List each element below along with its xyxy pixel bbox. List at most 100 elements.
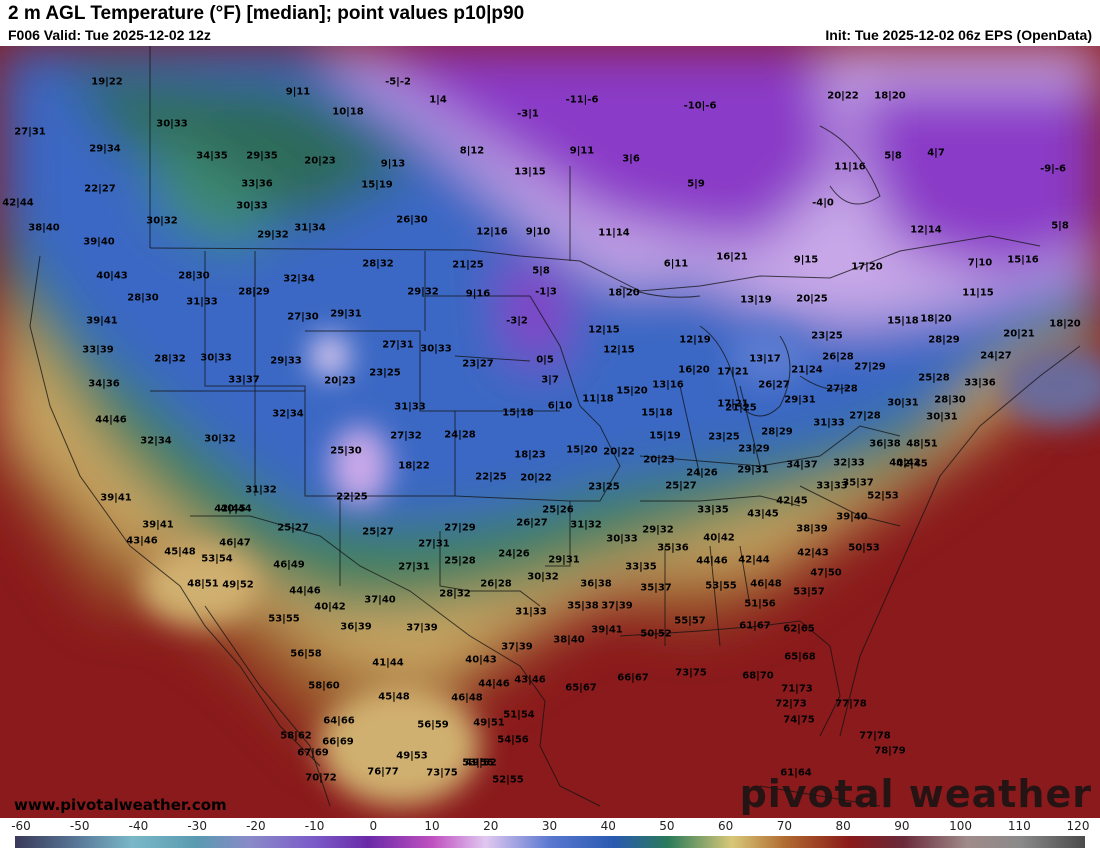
point-value-label: -11|-6 (565, 94, 599, 106)
point-value-label: 5|8 (532, 265, 550, 277)
point-value-label: 30|32 (146, 215, 178, 227)
point-value-label: 53|55 (268, 613, 300, 625)
point-value-label: 10|18 (332, 106, 364, 118)
point-value-label: 13|15 (514, 166, 546, 178)
point-value-label: 61|64 (780, 767, 812, 779)
point-value-label: 20|22 (603, 446, 635, 458)
point-value-label: 40|42 (703, 532, 735, 544)
point-value-label: 32|34 (283, 273, 315, 285)
point-value-label: 34|37 (786, 459, 818, 471)
point-value-label: 27|28 (826, 383, 858, 395)
point-value-label: 36|38 (580, 578, 612, 590)
color-scale-tick: -60 (11, 819, 31, 833)
point-value-label: 67|69 (297, 747, 329, 759)
point-value-label: 26|28 (822, 351, 854, 363)
point-value-label: 1|4 (429, 94, 447, 106)
point-value-label: 61|67 (739, 620, 771, 632)
point-value-label: 35|37 (842, 477, 874, 489)
point-value-label: -9|-6 (1040, 163, 1066, 175)
point-value-label: 28|30 (127, 292, 159, 304)
point-value-label: 48|51 (906, 438, 938, 450)
point-value-label: 40|42 (314, 601, 346, 613)
point-value-label: 26|27 (758, 379, 790, 391)
point-value-label: 54|56 (497, 734, 529, 746)
point-value-label: 11|15 (962, 287, 994, 299)
point-value-label: 25|27 (277, 522, 309, 534)
point-value-label: 12|14 (910, 224, 942, 236)
point-value-label: 49|53 (396, 750, 428, 762)
point-value-label: 9|15 (793, 254, 819, 266)
point-value-label: 15|19 (361, 179, 393, 191)
point-value-label: -3|2 (506, 315, 528, 327)
point-value-label: 3|6 (622, 153, 640, 165)
point-value-label: 33|35 (697, 504, 729, 516)
point-value-label: 33|36 (964, 377, 996, 389)
point-value-label: 40|42 (889, 457, 921, 469)
brand-logo: pivotal weather (739, 772, 1092, 816)
point-value-label: 35|37 (640, 582, 672, 594)
point-value-label: 21|24 (791, 364, 823, 376)
point-value-label: 16|21 (716, 251, 748, 263)
point-value-label: 58|62 (280, 730, 312, 742)
point-value-label: 22|27 (84, 183, 116, 195)
point-value-label: 66|69 (322, 736, 354, 748)
point-value-label: 58|60 (308, 680, 340, 692)
point-value-label: 29|32 (257, 229, 289, 241)
point-value-label: 29|34 (89, 143, 121, 155)
point-value-label: 6|11 (663, 258, 689, 270)
point-value-label: 16|20 (678, 364, 710, 376)
color-scale-tick: 0 (369, 819, 378, 833)
point-value-label: 12|19 (679, 334, 711, 346)
color-scale-tick: 30 (541, 819, 558, 833)
temperature-map: 19|22 9|11 -5|-2 1|4 10|18 -11|-6 -10|-6 20|22 1… (0, 46, 1100, 818)
color-scale-tick: 60 (718, 819, 734, 833)
point-value-label: 18|20 (920, 313, 952, 325)
point-value-label: 52|55 (492, 774, 524, 786)
point-value-label: 29|31 (548, 554, 580, 566)
point-value-label: 12|15 (603, 344, 635, 356)
point-value-label: 53|57 (793, 586, 825, 598)
point-value-label: 44|46 (478, 678, 510, 690)
point-value-label: 43|45 (747, 508, 779, 520)
point-value-label: 24|26 (686, 467, 718, 479)
point-value-label: 35|38 (567, 600, 599, 612)
point-value-label: 29|32 (407, 286, 439, 298)
point-value-label: 44|46 (289, 585, 321, 597)
point-value-label: 27|30 (287, 311, 319, 323)
point-value-label: 15|16 (1007, 254, 1039, 266)
point-value-label: 77|78 (859, 730, 891, 742)
header: 2 m AGL Temperature (°F) [median]; point… (0, 0, 1100, 46)
point-value-label: 39|41 (86, 315, 118, 327)
point-value-label: 39|40 (836, 511, 868, 523)
point-value-label: 56|59 (417, 719, 449, 731)
point-value-label: 30|31 (887, 397, 919, 409)
point-value-label: 66|67 (617, 672, 649, 684)
point-value-label: 0|5 (536, 354, 554, 366)
point-value-label: 32|33 (833, 457, 865, 469)
point-value-label: 11|14 (598, 227, 630, 239)
point-value-label: 33|37 (228, 374, 260, 386)
point-value-label: 39|41 (100, 492, 132, 504)
point-value-label: 22|25 (475, 471, 507, 483)
point-value-label: 5|8 (1051, 220, 1069, 232)
point-value-label: 28|32 (439, 588, 471, 600)
point-value-label: 39|41 (142, 519, 174, 531)
point-value-label: 45|48 (164, 546, 196, 558)
point-value-label: 44|46 (95, 414, 127, 426)
point-value-label: 5|9 (687, 178, 705, 190)
point-value-label: 18|23 (514, 449, 546, 461)
point-value-label: 13|19 (740, 294, 772, 306)
point-value-label: 30|31 (926, 411, 958, 423)
point-value-label: 43|46 (126, 535, 158, 547)
point-value-label: 20|25 (796, 293, 828, 305)
point-value-label: 25|30 (330, 445, 362, 457)
point-value-label: 28|29 (928, 334, 960, 346)
point-value-label: 76|77 (367, 766, 399, 778)
point-value-label: 18|20 (874, 90, 906, 102)
point-value-label: 37|40 (364, 594, 396, 606)
point-value-label: 37|39 (601, 600, 633, 612)
point-value-label: 3|7 (541, 374, 559, 386)
point-value-label: 73|75 (675, 667, 707, 679)
point-value-label: 29|35 (246, 150, 278, 162)
point-value-label: 46|48 (750, 578, 782, 590)
